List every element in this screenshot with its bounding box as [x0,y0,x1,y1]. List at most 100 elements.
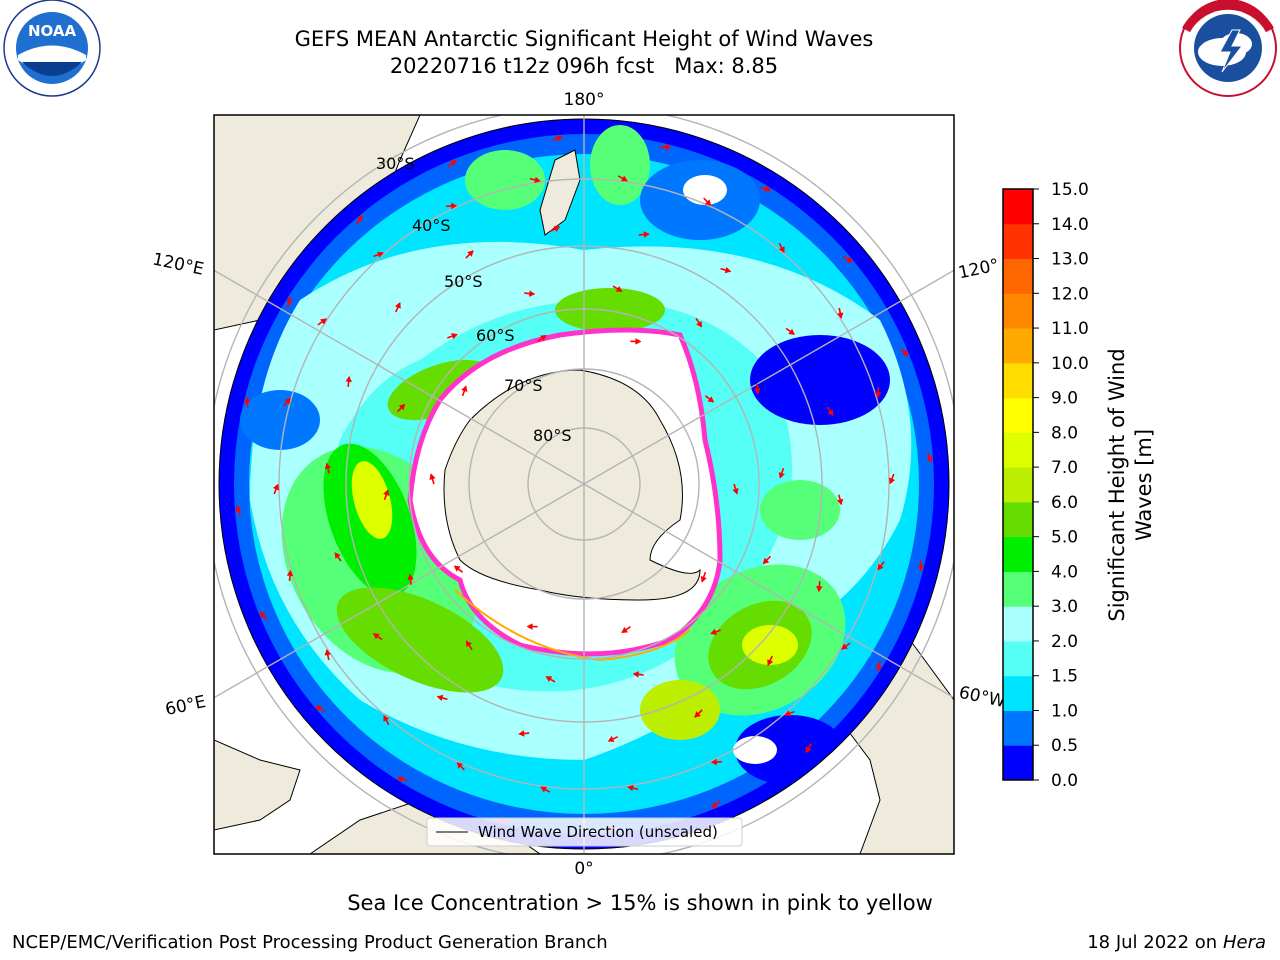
wave-direction-arrowhead [846,256,853,263]
wave-direction-arrowhead [632,671,639,678]
wave-direction-arrowhead [429,473,436,481]
wave-direction-arrowhead [534,176,541,184]
colorbar-segment [1003,467,1033,503]
wave-direction-arrowhead [635,338,642,345]
wave-direction-arrowhead [732,487,739,495]
colorbar-segment [1003,397,1033,433]
wave-direction-arrowhead [436,694,444,702]
wave-direction-arrowhead [453,565,461,572]
wind-wave-arrows [235,135,933,833]
wave-direction-arrowhead [356,215,363,222]
colorbar-border [1002,188,1034,781]
wave-direction-arrowhead [377,251,384,258]
wave-direction-arrowhead [874,391,882,399]
lon-label-180: 180° [564,90,605,110]
wave-direction-arrowhead [556,135,563,142]
wave-direction-arrowhead [841,643,848,650]
wave-direction-arrowhead [345,375,352,383]
lat-label-50s: 50°S [444,272,483,291]
colorbar-segment [1003,223,1033,260]
wave-direction-arrowhead [696,320,703,328]
colorbar-segment [1003,675,1033,711]
colorbar-segment [1003,745,1033,781]
colorbar-tick-label: 1.5 [1051,667,1078,687]
credit-branch: NCEP/EMC/Verification Post Processing Pr… [12,932,608,953]
lat-label-70s: 70°S [504,376,543,395]
map-frame [213,114,955,855]
wave-direction-arrowhead [518,730,525,737]
wave-direction-arrowhead [286,569,294,577]
lon-label-60w: 60°W [957,683,1007,712]
colorbar-tick-label: 5.0 [1051,528,1078,548]
map-area: Wind Wave Direction (unscaled) [214,115,954,854]
lon-label-60e: 60°E [164,692,208,720]
wave-direction-arrowhead [788,328,796,335]
wave-direction-arrowhead [372,633,380,640]
wave-direction-arrowhead [643,231,650,238]
wave-direction-arrowhead [451,333,458,340]
wave-direction-arrowhead [837,312,844,319]
credit-host: Hera [1222,932,1266,953]
wave-direction-arrowhead [456,762,464,769]
wave-direction-arrowhead [540,335,547,342]
wave-direction-arrowhead [926,456,933,463]
wave-direction-arrowhead [816,585,823,593]
wave-direction-arrowhead [284,397,291,405]
lon-label-120e: 120°E [151,249,206,279]
wave-direction-arrowhead [704,199,712,206]
graticule [214,115,954,854]
colorbar-segment [1003,640,1033,677]
wave-direction-arrowhead [877,563,884,571]
wave-direction-arrowhead [767,659,774,666]
wave-direction-arrowhead [707,396,715,403]
wave-direction-arrowhead [917,565,924,572]
wave-direction-arrowhead [754,387,761,395]
colorbar-tick-label: 2.0 [1051,632,1078,652]
colorbar-tick-label: 0.5 [1051,736,1078,756]
colorbar-label-line1: Significant Height of Wind [1105,348,1129,621]
colorbar-tick-label: 12.0 [1051,284,1089,304]
wave-direction-arrowhead [315,705,322,712]
lat-label-30s: 30°S [376,154,415,173]
wave-direction-arrowhead [383,489,390,496]
colorbar-segment [1003,606,1033,642]
wave-direction-arrowhead [627,784,634,792]
colorbar: 0.0 0.5 1.0 1.5 2.0 3.0 4.0 5.0 6.0 7.0 8.0 9.0 10.0… [1002,180,1089,791]
wave-direction-arrowhead [724,266,732,274]
wave-direction-arrowhead [764,185,772,193]
colorbar-segment [1003,432,1033,468]
colorbar-tick-label: 9.0 [1051,389,1078,409]
colorbar-segment [1003,501,1033,538]
wave-direction-arrowhead [398,403,406,411]
colorbar-segment [1003,710,1033,746]
wave-direction-arrowhead [805,746,812,753]
wave-direction-arrowhead [778,472,785,479]
legend-label: Wind Wave Direction (unscaled) [478,823,718,841]
wave-direction-arrowhead [259,611,267,619]
wave-direction-arrowhead [383,714,390,722]
wave-direction-arrowhead [665,144,672,151]
colorbar-segment [1003,293,1033,329]
wave-direction-arrowhead [784,710,791,717]
wave-direction-arrowhead [334,552,341,559]
wave-height-field [219,119,949,849]
wave-direction-arrowhead [762,557,770,565]
colorbar-segment [1003,258,1033,294]
wave-direction-arrowhead [285,296,293,304]
colorbar-segment [1003,189,1033,225]
wave-direction-arrowhead [889,477,896,485]
wave-direction-arrowhead [827,409,834,416]
sea-ice-note: Sea Ice Concentration > 15% is shown in … [347,891,933,915]
credit-date: 18 Jul 2022 on Hera [1087,932,1266,953]
wave-direction-arrowhead [394,302,401,309]
wave-direction-arrowhead [461,385,468,393]
lat-label-60s: 60°S [476,326,515,345]
colorbar-tick-label: 11.0 [1051,319,1089,339]
wave-direction-arrowhead [320,318,327,325]
wave-direction-arrowhead [396,775,404,783]
chart-title: GEFS MEAN Antarctic Significant Height o… [294,27,874,51]
noaa-logo: NOAA [3,0,101,97]
wave-direction-arrowhead [711,801,719,809]
legend: Wind Wave Direction (unscaled) [426,817,743,847]
